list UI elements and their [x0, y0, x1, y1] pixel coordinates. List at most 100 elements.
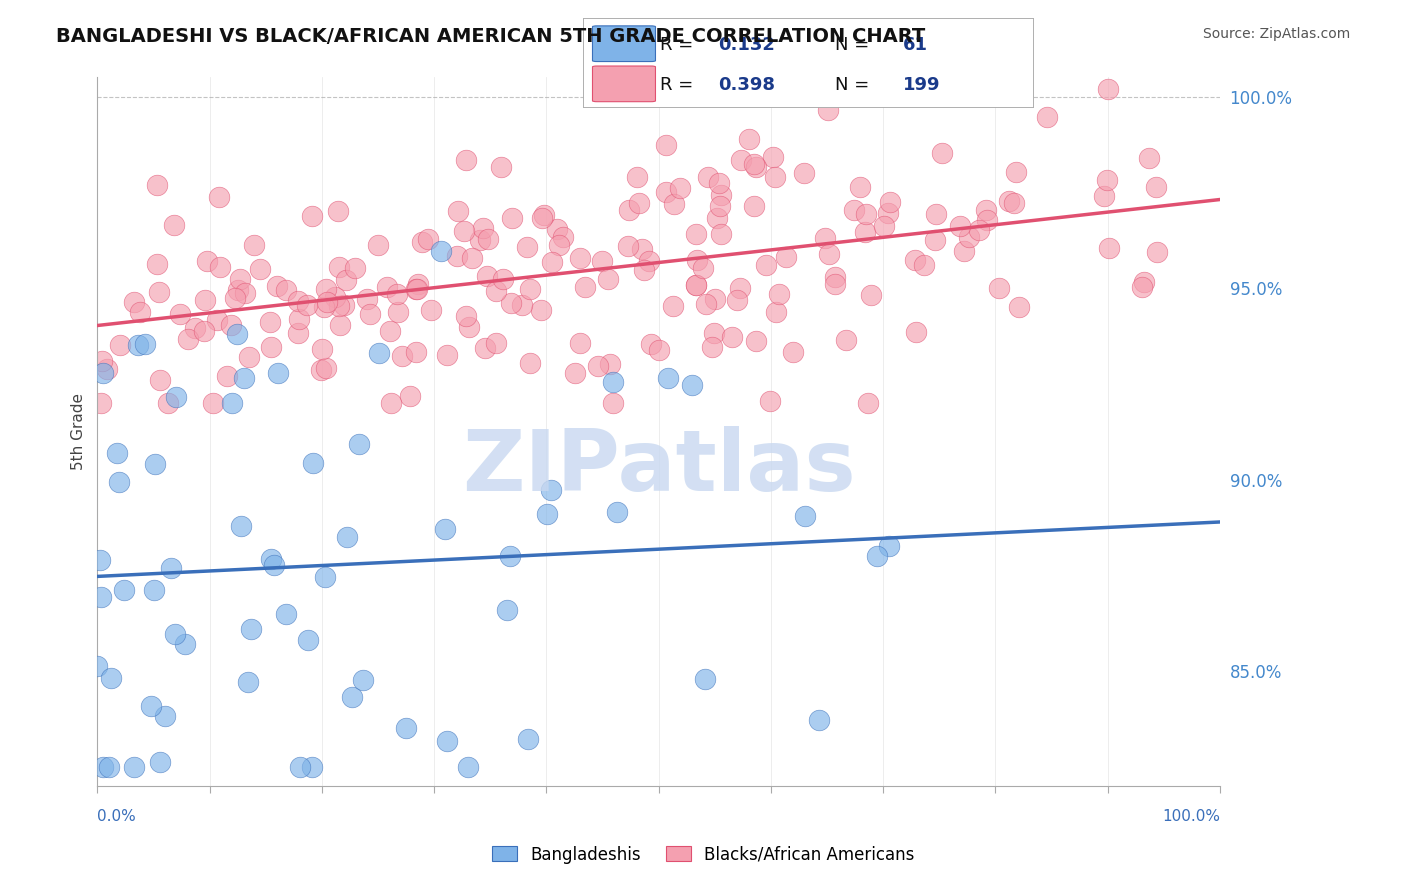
Point	[295, 298, 318, 312]
Point	[367, 238, 389, 252]
Point	[249, 261, 271, 276]
Point	[745, 160, 768, 174]
Point	[347, 437, 370, 451]
Point	[193, 324, 215, 338]
Point	[758, 393, 780, 408]
Point	[146, 257, 169, 271]
Point	[301, 209, 323, 223]
Point	[499, 549, 522, 563]
Point	[335, 273, 357, 287]
Point	[274, 283, 297, 297]
Point	[90, 396, 112, 410]
Point	[288, 760, 311, 774]
Point	[314, 570, 336, 584]
Point	[606, 505, 628, 519]
Point	[988, 281, 1011, 295]
Point	[685, 277, 707, 292]
Point	[855, 225, 877, 239]
Point	[134, 337, 156, 351]
Point	[685, 227, 707, 241]
Point	[775, 250, 797, 264]
Point	[725, 293, 748, 307]
Point	[569, 336, 592, 351]
Point	[1130, 280, 1153, 294]
Point	[326, 204, 349, 219]
Point	[243, 237, 266, 252]
Point	[391, 349, 413, 363]
Point	[468, 233, 491, 247]
Point	[96, 361, 118, 376]
Point	[700, 340, 723, 354]
Point	[530, 302, 553, 317]
Text: 100.0%: 100.0%	[1161, 809, 1220, 824]
Point	[194, 293, 217, 307]
Point	[655, 138, 678, 153]
Point	[574, 280, 596, 294]
Point	[267, 366, 290, 380]
Point	[195, 253, 218, 268]
Point	[342, 690, 364, 705]
Point	[405, 282, 427, 296]
Point	[316, 295, 339, 310]
Text: 0.398: 0.398	[718, 76, 776, 94]
Point	[709, 199, 731, 213]
Point	[655, 186, 678, 200]
Point	[352, 673, 374, 688]
Point	[598, 272, 620, 286]
Point	[730, 153, 752, 168]
Point	[287, 293, 309, 308]
Point	[974, 203, 997, 218]
Text: N =: N =	[835, 36, 876, 54]
Point	[457, 320, 479, 334]
Point	[89, 553, 111, 567]
Point	[969, 222, 991, 236]
Point	[540, 255, 562, 269]
Point	[703, 326, 725, 341]
Point	[240, 622, 263, 636]
Point	[495, 602, 517, 616]
Point	[1144, 179, 1167, 194]
Point	[793, 166, 815, 180]
Point	[122, 294, 145, 309]
Point	[591, 254, 613, 268]
Point	[105, 446, 128, 460]
Point	[163, 218, 186, 232]
Point	[808, 713, 831, 727]
Text: BANGLADESHI VS BLACK/AFRICAN AMERICAN 5TH GRADE CORRELATION CHART: BANGLADESHI VS BLACK/AFRICAN AMERICAN 5T…	[56, 27, 925, 45]
Point	[706, 211, 728, 226]
Point	[692, 260, 714, 275]
Point	[314, 301, 336, 315]
Point	[129, 305, 152, 319]
Point	[447, 204, 470, 219]
Point	[157, 396, 180, 410]
Point	[633, 262, 655, 277]
Point	[148, 285, 170, 299]
Point	[226, 284, 249, 298]
Point	[602, 376, 624, 390]
Point	[461, 251, 484, 265]
Point	[263, 558, 285, 573]
Point	[399, 389, 422, 403]
Point	[501, 296, 523, 310]
Point	[301, 456, 323, 470]
Point	[429, 244, 451, 258]
Point	[949, 219, 972, 233]
Point	[385, 287, 408, 301]
Point	[626, 170, 648, 185]
Point	[696, 170, 718, 185]
Point	[375, 280, 398, 294]
Point	[141, 698, 163, 713]
Point	[86, 659, 108, 673]
Point	[631, 242, 654, 256]
Point	[516, 732, 538, 747]
Point	[730, 281, 752, 295]
Point	[329, 318, 352, 332]
Point	[515, 240, 537, 254]
Point	[108, 337, 131, 351]
Point	[108, 475, 131, 489]
Text: R =: R =	[659, 76, 699, 94]
Point	[669, 181, 692, 195]
Point	[533, 209, 555, 223]
Point	[489, 160, 512, 174]
Point	[686, 253, 709, 268]
